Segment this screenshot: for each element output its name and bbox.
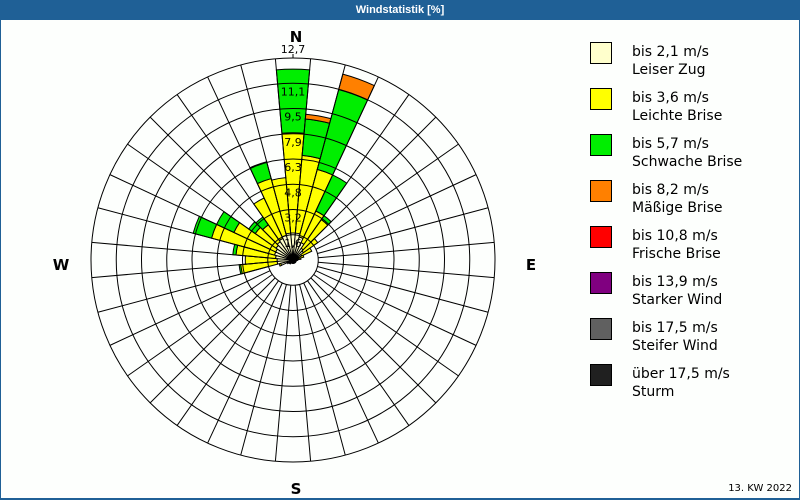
- ring-label: 12,7: [281, 43, 306, 56]
- ring-label: 9,5: [284, 111, 302, 124]
- legend-speed: bis 13,9 m/s: [632, 274, 718, 290]
- legend-speed: bis 3,6 m/s: [632, 90, 709, 106]
- legend-speed: bis 8,2 m/s: [632, 182, 709, 198]
- ring-label: 3,2: [284, 212, 302, 225]
- legend-speed: über 17,5 m/s: [632, 366, 730, 382]
- legend-label: Mäßige Brise: [632, 200, 723, 216]
- rose-bars: [192, 68, 376, 275]
- ring-label: 6,3: [284, 161, 302, 174]
- legend-swatch: [590, 364, 612, 386]
- legend-speed: bis 10,8 m/s: [632, 228, 718, 244]
- legend-label: Leiser Zug: [632, 62, 706, 78]
- compass-s: S: [291, 480, 302, 498]
- compass-w: W: [53, 256, 70, 274]
- ring-label: 7,9: [284, 136, 302, 149]
- legend-swatch: [590, 318, 612, 340]
- rose-segment: [298, 254, 305, 259]
- legend-swatch: [590, 134, 612, 156]
- legend-label: Schwache Brise: [632, 154, 743, 170]
- legend-speed: bis 17,5 m/s: [632, 320, 718, 336]
- week-label: 13. KW 2022: [728, 483, 792, 494]
- window-title: Windstatistik [%]: [0, 0, 800, 20]
- legend-label: Frische Brise: [632, 246, 721, 262]
- legend-label: Starker Wind: [632, 292, 723, 308]
- legend-swatch: [590, 88, 612, 110]
- ring-labels: 1,6 3,2 4,8 6,3 7,9 9,5 11,1 12,7: [281, 43, 306, 250]
- compass-e: E: [526, 256, 536, 274]
- legend-swatch: [590, 226, 612, 248]
- legend-swatch: [590, 272, 612, 294]
- rose-segment: [296, 257, 302, 261]
- ring-label: 4,8: [284, 186, 302, 199]
- rose-segment: [300, 247, 313, 257]
- legend-swatch: [590, 42, 612, 64]
- legend-speed: bis 5,7 m/s: [632, 136, 709, 152]
- legend-label: Leichte Brise: [632, 108, 723, 124]
- rose-grid: [90, 54, 496, 463]
- legend-label: Sturm: [632, 384, 675, 400]
- legend-swatch: [590, 180, 612, 202]
- legend-label: Steifer Wind: [632, 338, 718, 354]
- ring-label: 1,6: [284, 237, 302, 250]
- legend-speed: bis 2,1 m/s: [632, 44, 709, 60]
- compass-n: N: [290, 28, 303, 46]
- ring-label: 11,1: [281, 85, 306, 98]
